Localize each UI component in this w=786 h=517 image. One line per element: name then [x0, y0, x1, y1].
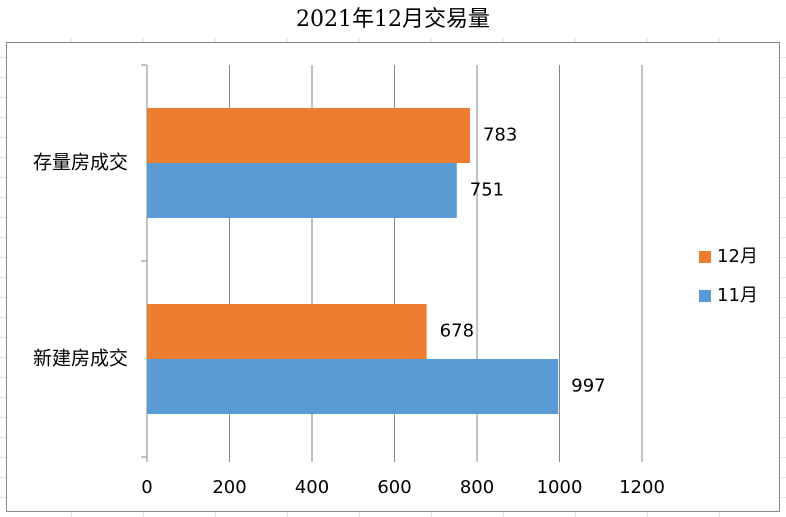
x-tick-label: 0 — [141, 477, 152, 498]
x-tick-label: 200 — [212, 477, 246, 498]
x-tick-label: 400 — [295, 477, 329, 498]
x-tick-label: 800 — [460, 477, 494, 498]
value-label: 783 — [483, 125, 517, 146]
legend-swatch — [699, 251, 711, 263]
bar — [147, 163, 457, 218]
bar — [147, 108, 470, 163]
legend-label: 11月 — [717, 285, 758, 306]
legend-swatch — [699, 290, 711, 302]
title-band — [0, 0, 786, 38]
x-tick-label: 600 — [377, 477, 411, 498]
y-tick-label: 新建房成交 — [33, 348, 128, 370]
bar — [147, 304, 427, 359]
legend-label: 12月 — [717, 246, 758, 267]
value-label: 678 — [440, 321, 474, 342]
chart-title: 2021年12月交易量 — [296, 7, 490, 32]
value-label: 997 — [571, 376, 605, 397]
y-tick-label: 存量房成交 — [33, 152, 128, 174]
bar — [147, 359, 559, 414]
x-tick-label: 1200 — [619, 477, 665, 498]
value-label: 751 — [470, 180, 504, 201]
x-tick-label: 1000 — [537, 477, 583, 498]
